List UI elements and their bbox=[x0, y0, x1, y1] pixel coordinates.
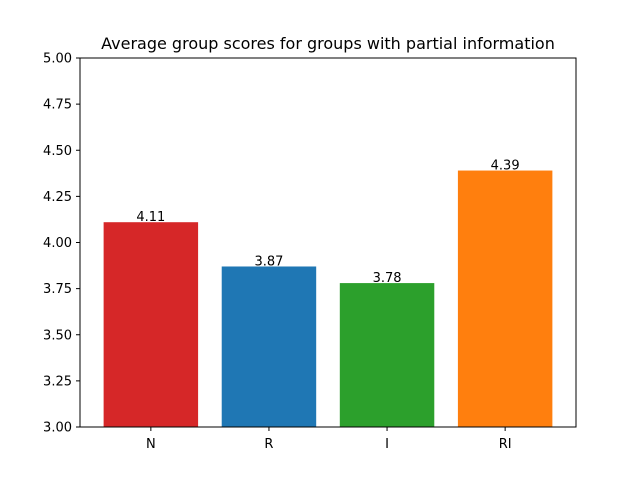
data-label-r: 3.87 bbox=[254, 254, 283, 269]
x-axis: N R I RI bbox=[146, 427, 512, 452]
bars-group bbox=[103, 170, 553, 428]
data-labels-group: 4.11 3.87 3.78 4.39 bbox=[136, 159, 519, 287]
y-tick-label: 4.00 bbox=[43, 236, 72, 251]
x-tick-label-r: R bbox=[264, 437, 273, 452]
bar-r bbox=[221, 266, 317, 427]
y-tick-label: 4.50 bbox=[43, 144, 72, 159]
data-label-n: 4.11 bbox=[136, 210, 165, 225]
data-label-ri: 4.39 bbox=[491, 159, 520, 174]
y-tick-label: 3.75 bbox=[43, 282, 72, 297]
bar-n bbox=[103, 222, 199, 427]
plot-frame bbox=[79, 57, 577, 428]
y-tick-label: 3.50 bbox=[43, 328, 72, 343]
x-tick-label-ri: RI bbox=[499, 437, 512, 452]
x-tick-label-n: N bbox=[146, 437, 156, 452]
y-tick-label: 4.25 bbox=[43, 190, 72, 205]
chart-title: Average group scores for groups with par… bbox=[101, 34, 555, 53]
bar-i bbox=[339, 283, 435, 427]
y-tick-label: 3.25 bbox=[43, 374, 72, 389]
y-tick-label: 5.00 bbox=[43, 52, 72, 67]
y-tick-label: 3.00 bbox=[43, 421, 72, 436]
y-axis: 3.00 3.25 3.50 3.75 4.00 4.25 4.50 4.75 5.00 bbox=[43, 52, 80, 436]
bar-ri bbox=[457, 170, 553, 428]
data-label-i: 3.78 bbox=[373, 271, 402, 286]
x-tick-label-i: I bbox=[385, 437, 389, 452]
y-tick-label: 4.75 bbox=[43, 98, 72, 113]
